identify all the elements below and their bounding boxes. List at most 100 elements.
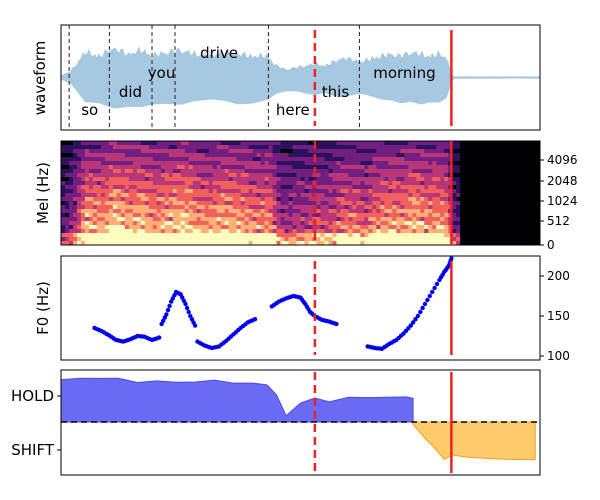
mel-cell xyxy=(476,173,481,178)
mel-cell xyxy=(260,161,266,166)
mel-cell xyxy=(88,149,94,154)
mel-cell xyxy=(204,197,210,202)
mel-cell xyxy=(436,201,441,206)
mel-cell xyxy=(224,165,230,170)
f0-tick-label: 200 xyxy=(547,269,570,283)
mel-cell xyxy=(476,165,481,170)
mel-cell xyxy=(464,221,469,226)
mel-cell xyxy=(392,197,397,202)
mel-cell xyxy=(472,169,477,174)
mel-cell xyxy=(440,197,445,202)
mel-cell xyxy=(324,177,329,182)
mel-cell xyxy=(264,221,270,226)
mel-cell xyxy=(248,193,254,198)
mel-cell xyxy=(76,157,82,162)
mel-cell xyxy=(460,177,465,182)
mel-cell xyxy=(116,173,122,178)
mel-cell xyxy=(200,237,206,242)
mel-cell xyxy=(80,181,86,186)
mel-cell xyxy=(520,221,525,226)
mel-cell xyxy=(368,221,373,226)
mel-cell xyxy=(236,241,242,245)
mel-cell xyxy=(92,233,98,238)
mel-cell xyxy=(268,213,274,218)
mel-cell xyxy=(528,233,533,238)
mel-cell xyxy=(128,229,134,234)
mel-cell xyxy=(432,169,437,174)
mel-cell xyxy=(148,201,154,206)
mel-cell xyxy=(104,165,110,170)
mel-cell xyxy=(432,189,437,194)
mel-cell xyxy=(132,177,138,182)
mel-cell xyxy=(424,157,429,162)
mel-cell xyxy=(148,185,154,190)
mel-cell xyxy=(284,209,290,214)
mel-cell xyxy=(100,145,106,150)
mel-cell xyxy=(64,145,70,150)
mel-cell xyxy=(188,161,194,166)
mel-cell xyxy=(136,181,142,186)
mel-cell xyxy=(488,217,493,222)
mel-cell xyxy=(392,169,397,174)
mel-cell xyxy=(84,185,90,190)
mel-cell xyxy=(256,189,262,194)
mel-cell xyxy=(532,153,537,158)
mel-cell xyxy=(140,145,146,150)
mel-cell xyxy=(172,185,178,190)
mel-cell xyxy=(120,173,126,178)
mel-cell xyxy=(84,201,90,206)
mel-cell xyxy=(104,213,110,218)
mel-cell xyxy=(308,185,313,190)
mel-cell xyxy=(92,209,98,214)
mel-cell xyxy=(224,205,230,210)
mel-cell xyxy=(380,213,385,218)
mel-cell xyxy=(124,177,130,182)
mel-cell xyxy=(268,217,274,222)
mel-cell xyxy=(340,145,345,150)
mel-cell xyxy=(208,153,214,158)
mel-cell xyxy=(232,233,238,238)
mel-cell xyxy=(68,173,74,178)
mel-cell xyxy=(328,145,333,150)
mel-cell xyxy=(436,145,441,150)
mel-cell xyxy=(452,225,457,230)
mel-cell xyxy=(120,189,126,194)
mel-cell xyxy=(300,161,305,166)
mel-cell xyxy=(80,173,86,178)
mel-cell xyxy=(508,145,513,150)
mel-cell xyxy=(408,185,413,190)
mel-cell xyxy=(328,189,333,194)
mel-cell xyxy=(332,241,337,245)
mel-cell xyxy=(444,153,449,158)
f0-point xyxy=(432,285,437,291)
mel-cell xyxy=(452,213,457,218)
mel-cell xyxy=(284,145,290,150)
mel-cell xyxy=(336,193,341,198)
mel-cell xyxy=(436,241,441,245)
mel-cell xyxy=(164,149,170,154)
mel-cell xyxy=(456,205,461,210)
mel-cell xyxy=(136,153,142,158)
mel-cell xyxy=(456,165,461,170)
mel-cell xyxy=(324,221,329,226)
mel-cell xyxy=(256,185,262,190)
mel-cell xyxy=(476,237,481,242)
mel-cell xyxy=(508,141,513,146)
mel-cell xyxy=(524,181,529,186)
mel-cell xyxy=(264,173,270,178)
mel-cell xyxy=(240,189,246,194)
mel-cell xyxy=(504,225,509,230)
mel-cell xyxy=(396,193,401,198)
mel-cell xyxy=(356,173,361,178)
mel-cell xyxy=(420,157,425,162)
waveform-envelope xyxy=(61,46,540,109)
mel-cell xyxy=(348,217,353,222)
mel-cell xyxy=(196,233,202,238)
mel-cell xyxy=(152,217,158,222)
mel-cell xyxy=(256,201,262,206)
mel-cell xyxy=(376,157,381,162)
mel-cell xyxy=(64,201,70,206)
mel-cell xyxy=(536,157,540,162)
mel-cell xyxy=(512,213,517,218)
mel-cell xyxy=(464,185,469,190)
